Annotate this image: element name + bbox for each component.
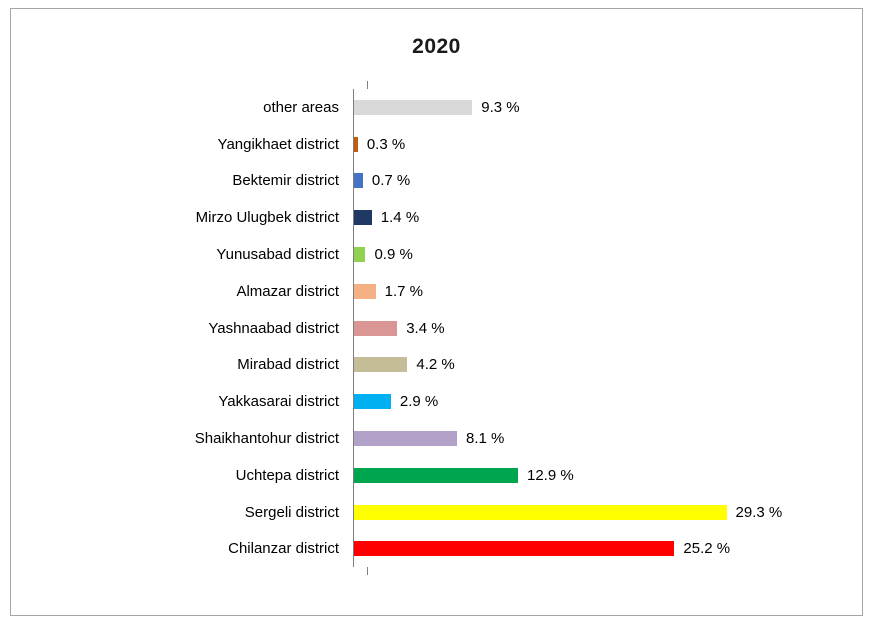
bar <box>354 541 675 557</box>
value-label: 8.1 % <box>465 430 505 448</box>
chart-row: other areas 9.3 % <box>25 89 835 126</box>
bar-area: 2.9 % <box>353 383 835 421</box>
bar-area: 25.2 % <box>353 530 835 568</box>
chart-row: Almazar district 1.7 % <box>25 272 835 310</box>
bar-area: 12.9 % <box>353 456 835 494</box>
chart-rows: other areas 9.3 % Yangikhaet district 0.… <box>25 89 835 568</box>
bar-area: 9.3 % <box>353 89 835 126</box>
bar-track: 0.7 % <box>354 163 799 200</box>
bar <box>354 467 518 483</box>
bar <box>354 283 376 299</box>
chart-row: Mirzo Ulugbek district 1.4 % <box>25 199 835 237</box>
bar <box>354 504 727 520</box>
chart-frame: 2020 other areas 9.3 % Yangikhaet distri… <box>10 8 863 616</box>
value-label: 2.9 % <box>399 393 439 411</box>
bar-track: 3.4 % <box>354 310 799 347</box>
chart-row: Bektemir district 0.7 % <box>25 162 835 200</box>
category-label: Almazar district <box>236 282 339 300</box>
bar-area: 0.3 % <box>353 125 835 163</box>
bar-track: 8.1 % <box>354 420 799 457</box>
value-label: 0.3 % <box>366 135 406 153</box>
category-label: Yakkasarai district <box>218 393 339 411</box>
bar <box>354 247 366 263</box>
value-label: 0.7 % <box>371 172 411 190</box>
category-label: Bektemir district <box>232 172 339 190</box>
chart-row: Yashnaabad district 3.4 % <box>25 309 835 347</box>
bar <box>354 99 473 115</box>
bar <box>354 136 358 152</box>
chart-row: Shaikhantohur district 8.1 % <box>25 420 835 457</box>
bar-area: 29.3 % <box>353 493 835 531</box>
category-label: Chilanzar district <box>228 540 339 558</box>
value-label: 25.2 % <box>683 540 731 558</box>
chart-row: Sergeli district 29.3 % <box>25 493 835 531</box>
y-axis-line-bottom <box>367 567 368 576</box>
bar-track: 1.4 % <box>354 199 799 236</box>
category-label: other areas <box>263 98 339 116</box>
chart-row: Mirabad district 4.2 % <box>25 346 835 384</box>
bar <box>354 394 391 410</box>
value-label: 4.2 % <box>416 356 455 374</box>
bar <box>354 173 363 189</box>
bar-track: 0.3 % <box>354 126 799 163</box>
category-label: Yashnaabad district <box>208 319 339 337</box>
category-label: Uchtepa district <box>235 466 339 484</box>
bar-area: 4.2 % <box>353 346 835 384</box>
value-label: 1.7 % <box>384 282 423 300</box>
chart-title: 2020 <box>412 35 461 58</box>
chart-row: Yakkasarai district 2.9 % <box>25 383 835 421</box>
category-label: Mirzo Ulugbek district <box>195 209 339 227</box>
chart-row: Yunusabad district 0.9 % <box>25 236 835 273</box>
bar-track: 0.9 % <box>354 236 799 273</box>
bar-track: 1.7 % <box>354 273 799 310</box>
bar-track: 12.9 % <box>354 457 799 494</box>
value-label: 1.4 % <box>380 209 420 227</box>
chart-row: Yangikhaet district 0.3 % <box>25 125 835 163</box>
bar-area: 1.7 % <box>353 272 835 310</box>
bar-track: 25.2 % <box>354 531 799 568</box>
bar-track: 9.3 % <box>354 89 799 126</box>
bar-area: 8.1 % <box>353 420 835 457</box>
bar <box>354 357 408 373</box>
category-label: Sergeli district <box>244 503 339 521</box>
category-label: Yunusabad district <box>216 246 339 264</box>
bar-area: 0.9 % <box>353 236 835 273</box>
bar-track: 2.9 % <box>354 383 799 420</box>
bar <box>354 210 372 226</box>
bar-area: 1.4 % <box>353 199 835 237</box>
bar-area: 3.4 % <box>353 309 835 347</box>
bar-track: 4.2 % <box>354 347 799 384</box>
category-label: Shaikhantohur district <box>194 430 339 448</box>
bar <box>354 320 398 336</box>
value-label: 9.3 % <box>481 98 520 116</box>
bar-area: 0.7 % <box>353 162 835 200</box>
chart-row: Chilanzar district 25.2 % <box>25 530 835 568</box>
chart-row: Uchtepa district 12.9 % <box>25 456 835 494</box>
category-label: Mirabad district <box>237 356 339 374</box>
value-label: 0.9 % <box>374 246 413 264</box>
plot-area: other areas 9.3 % Yangikhaet district 0.… <box>25 81 835 576</box>
value-label: 29.3 % <box>735 503 783 521</box>
bar <box>354 431 457 447</box>
value-label: 12.9 % <box>527 466 574 484</box>
value-label: 3.4 % <box>406 319 445 337</box>
bar-track: 29.3 % <box>354 494 799 531</box>
y-axis-line-top <box>367 81 368 89</box>
category-label: Yangikhaet district <box>217 135 339 153</box>
